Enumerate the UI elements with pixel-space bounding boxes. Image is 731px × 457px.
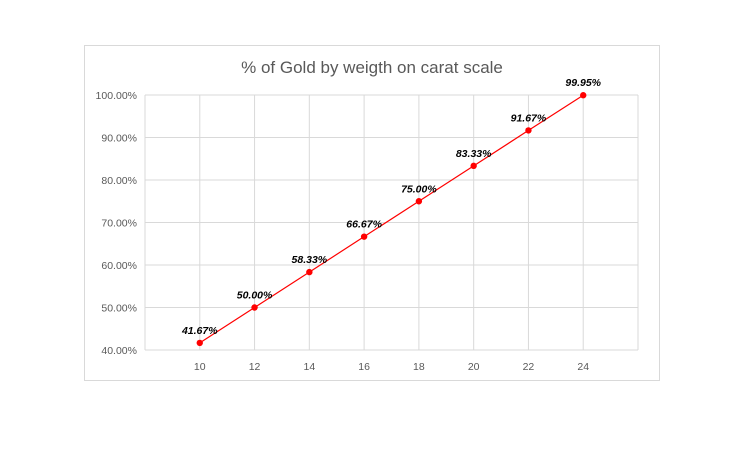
x-tick-label: 18: [413, 361, 425, 373]
data-point: [251, 304, 258, 311]
x-tick-label: 22: [523, 361, 535, 373]
y-tick-label: 100.00%: [96, 90, 137, 102]
x-tick-label: 24: [577, 361, 589, 373]
y-tick-label: 70.00%: [101, 218, 137, 230]
data-label: 91.67%: [511, 112, 547, 124]
x-tick-label: 16: [358, 361, 370, 373]
chart-title: % of Gold by weigth on carat scale: [241, 58, 503, 77]
data-label: 75.00%: [401, 183, 437, 195]
x-tick-label: 10: [194, 361, 206, 373]
data-label: 66.67%: [346, 219, 382, 231]
data-point: [415, 198, 423, 205]
y-tick-label: 80.00%: [101, 175, 137, 187]
y-tick-label: 90.00%: [101, 133, 137, 145]
data-label: 83.33%: [456, 148, 492, 160]
data-label: 99.95%: [565, 77, 601, 89]
data-point: [360, 233, 368, 240]
data-label: 50.00%: [237, 290, 273, 302]
data-point: [196, 339, 203, 347]
x-tick-label: 12: [249, 361, 261, 373]
series-line: [199, 94, 584, 344]
x-tick-label: 20: [468, 361, 480, 373]
data-point: [306, 268, 313, 276]
data-point: [580, 92, 587, 99]
data-point: [525, 127, 532, 134]
y-tick-label: 50.00%: [101, 303, 137, 315]
y-tick-label: 40.00%: [101, 345, 137, 357]
data-label: 58.33%: [292, 254, 328, 266]
chart-area: [84, 45, 660, 381]
y-tick-label: 60.00%: [101, 260, 137, 272]
data-point: [470, 162, 477, 170]
x-tick-label: 14: [303, 361, 315, 373]
data-label: 41.67%: [181, 325, 218, 337]
